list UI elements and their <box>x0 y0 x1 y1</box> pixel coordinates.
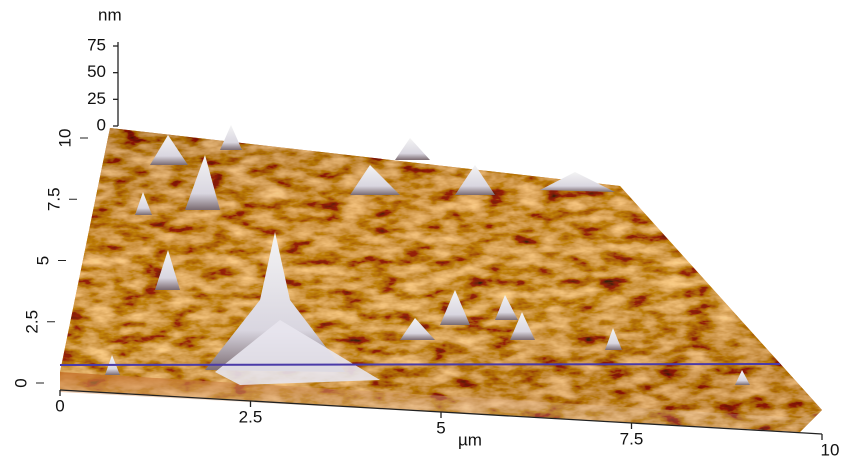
y-tick-label: 0 <box>11 378 30 387</box>
surface <box>50 120 830 440</box>
z-axis-label: nm <box>98 5 122 24</box>
y-tick-label: 7.5 <box>44 187 63 211</box>
x-tick-label: 7.5 <box>620 429 644 448</box>
x-tick-label: 0 <box>55 396 64 415</box>
z-tick-label: 75 <box>87 35 106 54</box>
afm-surface-chart: nm µm 0 2.5 5 7.5 10 0 2.5 5 7.5 10 0 25 50 75 <box>0 0 849 461</box>
z-tick-label: 25 <box>87 89 106 108</box>
y-tick-label: 2.5 <box>22 310 41 334</box>
x-tick-label: 5 <box>436 418 445 437</box>
z-tick-label: 0 <box>97 115 106 134</box>
z-tick-label: 50 <box>87 62 106 81</box>
x-tick-label: 2.5 <box>239 407 263 426</box>
x-axis-label: µm <box>458 430 482 449</box>
x-tick-label: 10 <box>821 440 840 459</box>
y-tick-label: 5 <box>33 256 52 265</box>
y-tick-label: 10 <box>55 129 74 148</box>
